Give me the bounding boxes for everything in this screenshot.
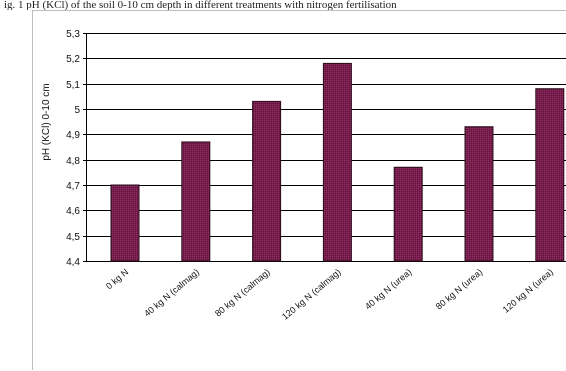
- x-category-label: 120 kg N (urea): [501, 267, 555, 315]
- y-axis-title: pH (KCl) 0-10 cm: [41, 83, 52, 160]
- y-axis-ticks: 5,3 5,2 5,1 5 4,9 4,8 4,7 4,6 4,5 4,4: [66, 29, 80, 268]
- bars: [110, 62, 565, 262]
- chart-area: 5,3 5,2 5,1 5 4,9 4,8 4,7 4,6 4,5 4,4 0 kg N 40 kg…: [32, 10, 566, 370]
- y-tick-label: 4,8: [66, 156, 80, 167]
- caption-text: ig. 1 pH (KCl) of the soil 0-10 cm depth…: [4, 0, 397, 10]
- bar: [464, 126, 494, 262]
- bar: [535, 88, 565, 262]
- y-tick-label: 4,7: [66, 181, 80, 192]
- y-tick-label: 4,6: [66, 206, 80, 217]
- x-category-label: 80 kg N (calmag): [213, 267, 272, 319]
- y-tick-label: 4,5: [66, 232, 80, 243]
- x-category-label: 80 kg N (urea): [434, 267, 484, 312]
- y-tick-label: 5: [74, 105, 80, 116]
- y-tick-label: 4,4: [66, 257, 80, 268]
- bar: [322, 62, 352, 262]
- x-category-label: 40 kg N (urea): [363, 267, 413, 312]
- y-tick-label: 5,1: [66, 80, 80, 91]
- x-category-label: 40 kg N (calmag): [142, 267, 201, 319]
- bar: [110, 184, 140, 262]
- y-tick-label: 5,3: [66, 29, 80, 40]
- x-category-label: 0 kg N: [104, 267, 130, 291]
- bar: [252, 100, 282, 262]
- y-tick-label: 5,2: [66, 54, 80, 65]
- bar-chart: 5,3 5,2 5,1 5 4,9 4,8 4,7 4,6 4,5 4,4 0 kg N 40 kg…: [41, 29, 566, 322]
- x-category-label: 120 kg N (calmag): [280, 267, 343, 322]
- y-tick-label: 4,9: [66, 130, 80, 141]
- bar: [181, 141, 211, 262]
- x-axis-labels: 0 kg N 40 kg N (calmag) 80 kg N (calmag) 12…: [104, 267, 555, 322]
- bar: [393, 166, 423, 262]
